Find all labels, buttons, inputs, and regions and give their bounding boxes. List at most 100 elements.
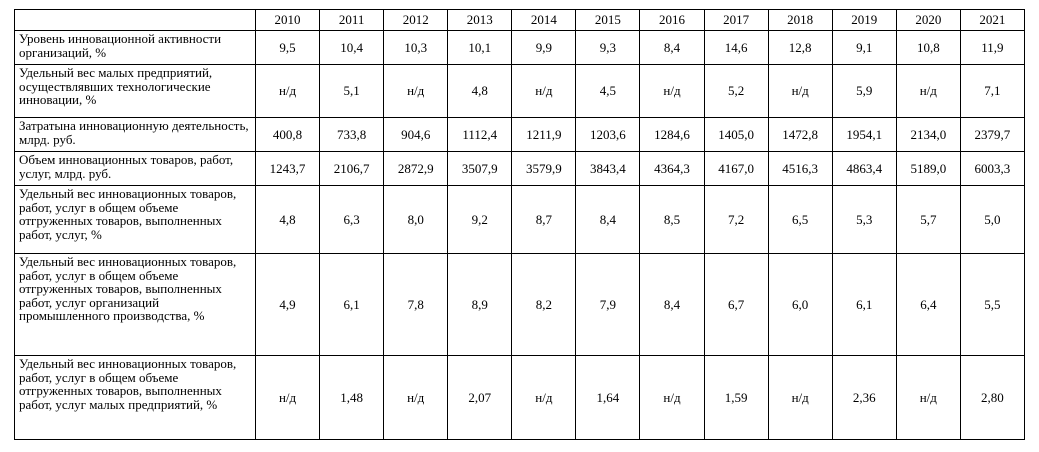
value-cell: 8,5 bbox=[639, 185, 705, 254]
value-cell: 4,9 bbox=[254, 253, 321, 356]
value-cell: 5,9 bbox=[831, 64, 897, 118]
value-cell: н/д bbox=[895, 355, 961, 440]
value-cell: 5,5 bbox=[959, 253, 1026, 356]
value-cell: 400,8 bbox=[254, 117, 321, 152]
value-cell: 2,07 bbox=[447, 355, 513, 440]
value-cell: 7,1 bbox=[959, 64, 1026, 118]
value-cell: н/д bbox=[639, 355, 705, 440]
value-cell: 9,5 bbox=[254, 30, 321, 65]
value-cell: 6003,3 bbox=[959, 151, 1026, 186]
value-cell: 6,1 bbox=[831, 253, 897, 356]
year-cell: 2012 bbox=[383, 9, 449, 31]
data-row: Уровень инновационной активности организ… bbox=[14, 30, 1026, 65]
value-cell: 6,1 bbox=[319, 253, 385, 356]
data-table: 2010 2011 2012 2013 2014 2015 2016 2017 2018 2019… bbox=[14, 9, 1026, 440]
value-cell: 4,8 bbox=[447, 64, 513, 118]
value-cell: 1284,6 bbox=[639, 117, 705, 152]
value-cell: 6,5 bbox=[767, 185, 833, 254]
value-cell: 6,4 bbox=[895, 253, 961, 356]
value-cell: 8,2 bbox=[511, 253, 577, 356]
corner-cell bbox=[14, 9, 256, 31]
value-cell: 7,9 bbox=[575, 253, 641, 356]
value-cell: 6,0 bbox=[767, 253, 833, 356]
year-cell: 2019 bbox=[831, 9, 897, 31]
value-cell: 904,6 bbox=[383, 117, 449, 152]
value-cell: 7,2 bbox=[703, 185, 769, 254]
row-label: Удельный вес инновационных товаров, рабо… bbox=[14, 355, 256, 440]
value-cell: н/д bbox=[254, 64, 321, 118]
row-label: Удельный вес инновационных товаров, рабо… bbox=[14, 185, 256, 254]
data-row: Затратына инновационную деятельность, мл… bbox=[14, 117, 1026, 152]
value-cell: 1954,1 bbox=[831, 117, 897, 152]
value-cell: 5,0 bbox=[959, 185, 1026, 254]
value-cell: 4167,0 bbox=[703, 151, 769, 186]
value-cell: 11,9 bbox=[959, 30, 1026, 65]
value-cell: н/д bbox=[639, 64, 705, 118]
year-cell: 2015 bbox=[575, 9, 641, 31]
value-cell: н/д bbox=[767, 355, 833, 440]
value-cell: 10,4 bbox=[319, 30, 385, 65]
value-cell: н/д bbox=[895, 64, 961, 118]
value-cell: 6,7 bbox=[703, 253, 769, 356]
value-cell: 1,64 bbox=[575, 355, 641, 440]
year-cell: 2016 bbox=[639, 9, 705, 31]
value-cell: н/д bbox=[383, 64, 449, 118]
value-cell: 8,7 bbox=[511, 185, 577, 254]
row-label: Объем инновационных товаров, работ, услу… bbox=[14, 151, 256, 186]
value-cell: 9,9 bbox=[511, 30, 577, 65]
value-cell: 5,2 bbox=[703, 64, 769, 118]
data-row: Объем инновационных товаров, работ, услу… bbox=[14, 151, 1026, 186]
value-cell: 5189,0 bbox=[895, 151, 961, 186]
value-cell: 9,3 bbox=[575, 30, 641, 65]
value-cell: н/д bbox=[767, 64, 833, 118]
year-cell: 2011 bbox=[319, 9, 385, 31]
value-cell: н/д bbox=[511, 355, 577, 440]
year-cell: 2013 bbox=[447, 9, 513, 31]
row-label: Удельный вес малых предприятий, осуществ… bbox=[14, 64, 256, 118]
value-cell: 10,8 bbox=[895, 30, 961, 65]
value-cell: 1203,6 bbox=[575, 117, 641, 152]
data-row: Удельный вес инновационных товаров, рабо… bbox=[14, 355, 1026, 440]
value-cell: 1472,8 bbox=[767, 117, 833, 152]
value-cell: 6,3 bbox=[319, 185, 385, 254]
year-cell: 2020 bbox=[895, 9, 961, 31]
row-label: Затратына инновационную деятельность, мл… bbox=[14, 117, 256, 152]
value-cell: 5,7 bbox=[895, 185, 961, 254]
table-body: 2010 2011 2012 2013 2014 2015 2016 2017 2018 2019… bbox=[14, 9, 1026, 440]
value-cell: 1112,4 bbox=[447, 117, 513, 152]
value-cell: 5,3 bbox=[831, 185, 897, 254]
value-cell: 1,59 bbox=[703, 355, 769, 440]
value-cell: 4516,3 bbox=[767, 151, 833, 186]
value-cell: 3507,9 bbox=[447, 151, 513, 186]
value-cell: 2,80 bbox=[959, 355, 1026, 440]
value-cell: 4863,4 bbox=[831, 151, 897, 186]
value-cell: 2134,0 bbox=[895, 117, 961, 152]
value-cell: 9,2 bbox=[447, 185, 513, 254]
value-cell: 2,36 bbox=[831, 355, 897, 440]
value-cell: 10,1 bbox=[447, 30, 513, 65]
value-cell: 733,8 bbox=[319, 117, 385, 152]
value-cell: 8,4 bbox=[639, 30, 705, 65]
value-cell: 1405,0 bbox=[703, 117, 769, 152]
value-cell: 4364,3 bbox=[639, 151, 705, 186]
value-cell: н/д bbox=[254, 355, 321, 440]
value-cell: 3579,9 bbox=[511, 151, 577, 186]
row-label: Уровень инновационной активности организ… bbox=[14, 30, 256, 65]
data-row: Удельный вес инновационных товаров, рабо… bbox=[14, 253, 1026, 356]
header-row: 2010 2011 2012 2013 2014 2015 2016 2017 2018 2019… bbox=[14, 9, 1026, 31]
year-cell: 2014 bbox=[511, 9, 577, 31]
value-cell: 1,48 bbox=[319, 355, 385, 440]
value-cell: 1211,9 bbox=[511, 117, 577, 152]
value-cell: 9,1 bbox=[831, 30, 897, 65]
value-cell: 2379,7 bbox=[959, 117, 1026, 152]
year-cell: 2010 bbox=[254, 9, 321, 31]
value-cell: 5,1 bbox=[319, 64, 385, 118]
value-cell: 8,4 bbox=[575, 185, 641, 254]
row-label: Удельный вес инновационных товаров, рабо… bbox=[14, 253, 256, 356]
value-cell: 2872,9 bbox=[383, 151, 449, 186]
value-cell: 14,6 bbox=[703, 30, 769, 65]
value-cell: 7,8 bbox=[383, 253, 449, 356]
value-cell: 8,4 bbox=[639, 253, 705, 356]
value-cell: 4,5 bbox=[575, 64, 641, 118]
